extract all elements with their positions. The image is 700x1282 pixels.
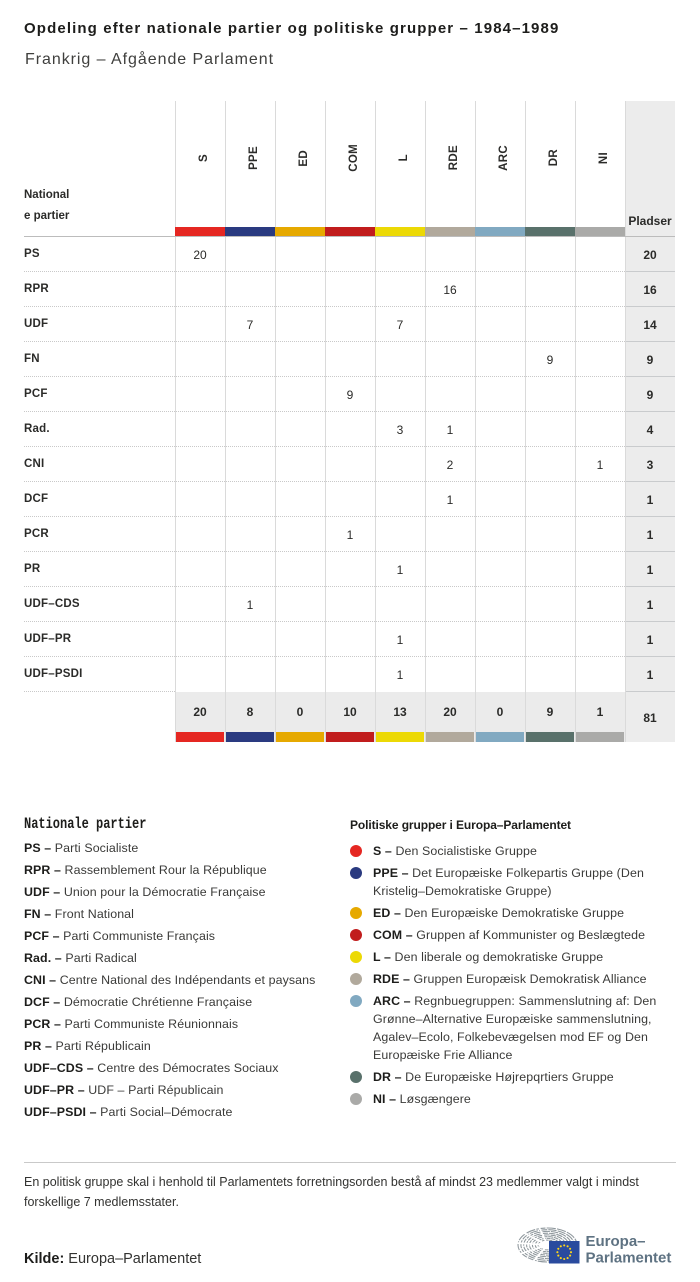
svg-text:Europa–: Europa–	[586, 1233, 646, 1250]
svg-text:Parlamentet: Parlamentet	[586, 1249, 672, 1266]
